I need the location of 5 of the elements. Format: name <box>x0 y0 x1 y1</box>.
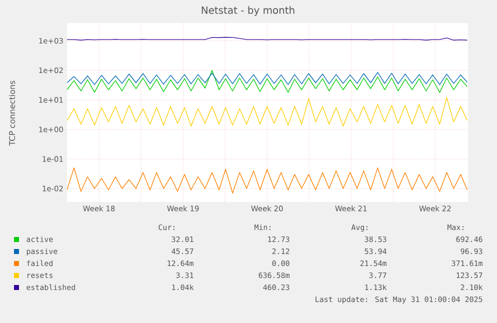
chart-title: Netstat - by month <box>202 6 294 16</box>
line-series <box>67 97 468 126</box>
line-series <box>67 72 468 85</box>
line-series <box>67 70 468 93</box>
line-series <box>67 168 468 194</box>
